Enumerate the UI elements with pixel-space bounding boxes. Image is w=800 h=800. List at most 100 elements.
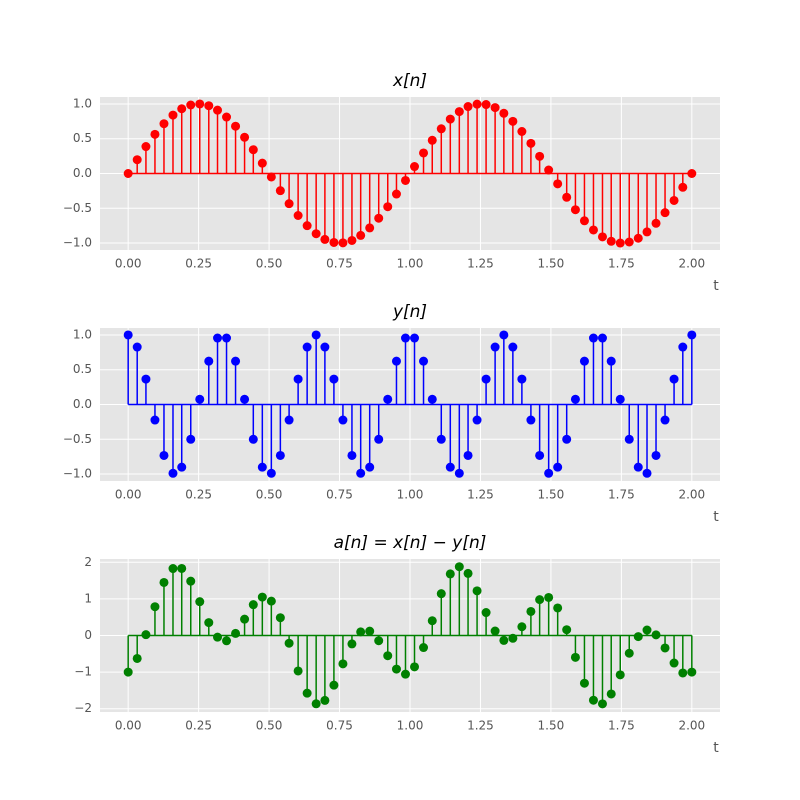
stem-marker	[293, 211, 303, 221]
stem-marker	[553, 179, 563, 189]
y-tick-label: 0.0	[73, 166, 92, 180]
stem-marker	[588, 695, 598, 705]
stem-marker	[391, 356, 401, 366]
x-tick-label: 0.75	[326, 719, 353, 733]
stem-marker	[535, 450, 545, 460]
stem-marker	[633, 632, 643, 642]
stem-marker	[123, 667, 133, 677]
stem-marker	[383, 394, 393, 404]
stem-marker	[633, 462, 643, 472]
stem-marker	[257, 592, 267, 602]
stem-marker	[383, 202, 393, 212]
stem-marker	[562, 192, 572, 202]
stem-marker	[419, 148, 429, 158]
stem-marker	[481, 100, 491, 110]
stem-marker	[427, 135, 437, 145]
stem-marker	[329, 680, 339, 690]
y-tick-label: 0	[84, 628, 92, 642]
stem-marker	[678, 342, 688, 352]
x-tick-label: 1.75	[608, 488, 635, 502]
stem-marker	[544, 165, 554, 175]
x-tick-label: 1.50	[538, 257, 565, 271]
stem-marker	[374, 213, 384, 223]
stem-marker	[365, 462, 375, 472]
stem-marker	[499, 330, 509, 340]
stem-marker	[320, 342, 330, 352]
stem-marker	[150, 129, 160, 139]
stem-marker	[508, 633, 518, 643]
stem-marker	[141, 630, 151, 640]
stem-marker	[597, 333, 607, 343]
stem-marker	[204, 618, 214, 628]
stem-marker	[490, 342, 500, 352]
stem-marker	[240, 394, 250, 404]
stem-marker	[123, 330, 133, 340]
stem-marker	[257, 158, 267, 168]
stem-marker	[374, 434, 384, 444]
stem-marker	[284, 415, 294, 425]
stem-marker	[231, 121, 241, 131]
x-tick-label: 1.75	[608, 719, 635, 733]
stem-marker	[365, 626, 375, 636]
stem-marker	[248, 434, 258, 444]
stem-marker	[445, 569, 455, 579]
stem-marker	[597, 232, 607, 242]
x-tick-label: 1.50	[538, 719, 565, 733]
stem-marker	[454, 107, 464, 117]
y-tick-label: 0.0	[73, 397, 92, 411]
y-tick-label: 1.0	[73, 96, 92, 110]
stem-marker	[356, 468, 366, 478]
stem-marker	[132, 653, 142, 663]
stem-marker	[687, 667, 697, 677]
stem-marker	[141, 374, 151, 384]
stem-marker	[302, 221, 312, 231]
x-axis-label: t	[713, 740, 719, 756]
stem-marker	[168, 468, 178, 478]
stem-marker	[606, 236, 616, 246]
stem-marker	[562, 625, 572, 635]
x-tick-label: 0.00	[115, 719, 142, 733]
x-tick-label: 0.75	[326, 488, 353, 502]
stem-marker	[427, 616, 437, 626]
stem-marker	[481, 608, 491, 618]
stem-marker	[642, 625, 652, 635]
stem-marker	[293, 666, 303, 676]
x-tick-label: 2.00	[678, 257, 705, 271]
x-tick-label: 1.00	[397, 257, 424, 271]
stem-marker	[275, 450, 285, 460]
y-tick-label: 0.5	[73, 362, 92, 376]
stem-marker	[347, 450, 357, 460]
x-tick-label: 1.00	[397, 488, 424, 502]
stem-marker	[159, 577, 169, 587]
y-tick-label: −1	[74, 665, 92, 679]
stem-marker	[356, 230, 366, 240]
stem-marker	[633, 233, 643, 243]
stem-marker	[588, 225, 598, 235]
stem-marker	[168, 110, 178, 120]
stem-marker	[159, 119, 169, 129]
stem-marker	[338, 659, 348, 669]
x-tick-label: 0.50	[256, 488, 283, 502]
stem-marker	[454, 562, 464, 572]
stem-marker	[472, 586, 482, 596]
x-tick-label: 0.75	[326, 257, 353, 271]
stem-marker	[400, 669, 410, 679]
stem-marker	[651, 450, 661, 460]
stem-marker	[213, 632, 223, 642]
stem-marker	[651, 630, 661, 640]
stem-marker	[544, 592, 554, 602]
subplot: 0.00 0.25 0.50 0.75 1.00 1.25 1.50 1.75 2.00 −2 −1…	[74, 533, 720, 756]
stem-marker	[606, 356, 616, 366]
stem-marker	[588, 333, 598, 343]
stem-marker	[526, 138, 536, 148]
stem-marker	[526, 606, 536, 616]
x-tick-label: 1.25	[467, 719, 494, 733]
y-tick-label: −1.0	[63, 467, 92, 481]
y-tick-label: −0.5	[63, 432, 92, 446]
stem-marker	[678, 668, 688, 678]
x-tick-label: 1.50	[538, 488, 565, 502]
stem-marker	[365, 223, 375, 233]
stem-marker	[311, 699, 321, 709]
stem-marker	[356, 627, 366, 637]
